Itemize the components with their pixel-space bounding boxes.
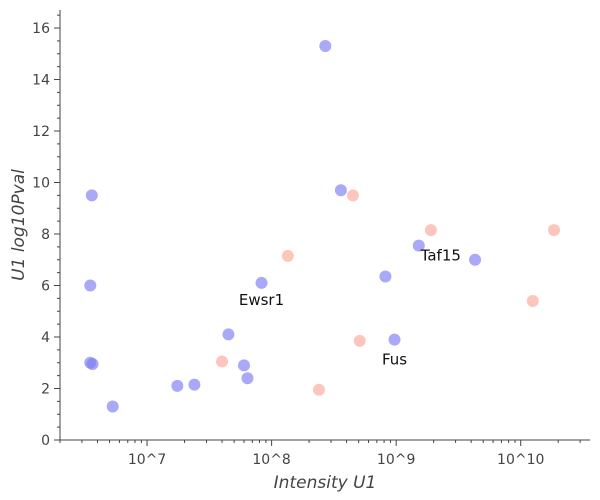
x-tick-label: 10^8 (252, 452, 290, 468)
data-point (188, 378, 201, 391)
y-axis-ticks: 0 2 4 6 8 10 12 14 16 (32, 14, 60, 449)
annotation-label: Fus (382, 351, 407, 369)
data-point (319, 40, 332, 53)
y-tick-label: 2 (41, 382, 50, 398)
data-point (86, 358, 99, 371)
x-tick-label: 10^7 (128, 452, 166, 468)
annotation-label: Ewsr1 (239, 291, 284, 309)
x-axis-title: Intensity U1 (274, 473, 377, 493)
data-point (312, 383, 325, 396)
y-tick-label: 14 (32, 73, 50, 89)
data-point (412, 239, 425, 252)
data-point (255, 276, 268, 289)
data-point (237, 359, 250, 372)
data-point (353, 334, 366, 347)
data-point (346, 189, 359, 202)
plot-frame (59, 10, 590, 441)
data-point (379, 270, 392, 283)
data-point (216, 355, 229, 368)
y-tick-label: 8 (41, 227, 50, 243)
point-annotations: Ewsr1 Taf15 Fus (239, 247, 461, 369)
data-point (334, 184, 347, 197)
data-points (84, 40, 560, 413)
x-axis-ticks: 10^7 10^8 10^9 10^10 (59, 440, 581, 468)
y-tick-label: 0 (41, 433, 50, 449)
y-tick-label: 10 (32, 176, 50, 192)
y-tick-label: 4 (41, 330, 50, 346)
annotation-label: Taf15 (420, 247, 461, 265)
data-point (547, 224, 560, 237)
x-tick-label: 10^9 (377, 452, 415, 468)
data-point (84, 279, 97, 292)
y-tick-label: 16 (32, 21, 50, 37)
data-point (222, 328, 235, 341)
data-point (388, 333, 401, 346)
data-point (106, 400, 119, 413)
x-tick-label: 10^10 (497, 452, 544, 468)
data-point (85, 189, 98, 202)
y-tick-label: 12 (32, 124, 50, 140)
data-point (424, 224, 437, 237)
data-point (171, 379, 184, 392)
y-tick-label: 6 (41, 279, 50, 295)
y-axis-title: U1 log10Pval (9, 169, 29, 281)
data-point (241, 372, 254, 385)
data-point (469, 253, 482, 266)
data-point (526, 294, 539, 307)
data-point (281, 249, 294, 262)
